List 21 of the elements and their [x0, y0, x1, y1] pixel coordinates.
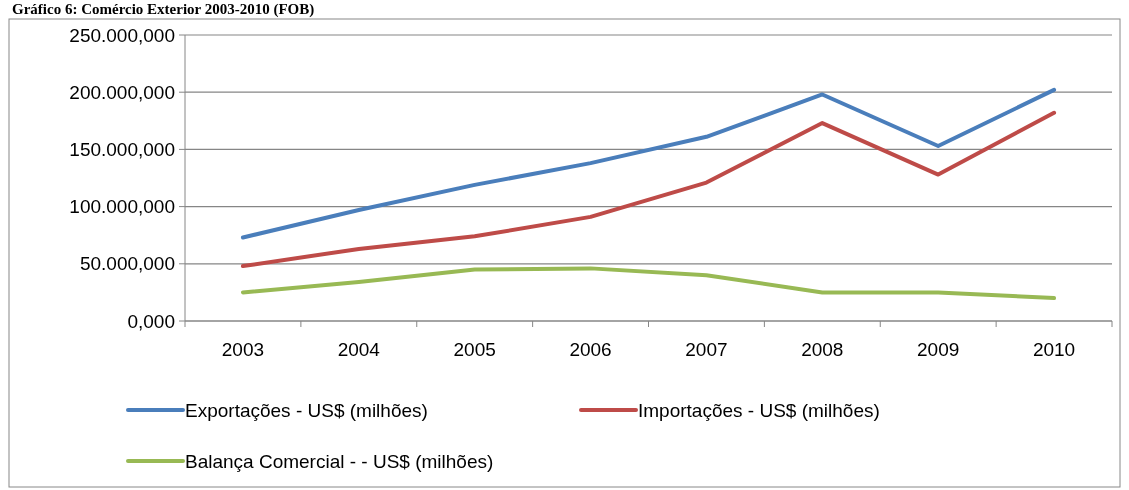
- y-tick-label: 0,000: [127, 310, 175, 332]
- x-tick-label: 2004: [337, 339, 381, 360]
- x-tick-label: 2003: [221, 339, 265, 360]
- line-series: [240, 266, 1057, 301]
- y-tick-label: 250.000,000: [69, 24, 175, 46]
- x-tick-label: 2007: [685, 339, 728, 360]
- chart-title: Gráfico 6: Comércio Exterior 2003-2010 (FOB): [12, 1, 315, 18]
- y-tick-label: 200.000,000: [69, 81, 175, 103]
- y-tick-label: 100.000,000: [69, 196, 175, 218]
- x-tick-label: 2009: [917, 339, 960, 360]
- x-tick-label: 2008: [801, 339, 844, 360]
- legend-label: Exportações - US$ (milhões): [185, 399, 428, 421]
- x-tick-label: 2010: [1032, 339, 1076, 360]
- legend-label: Importações - US$ (milhões): [638, 399, 880, 421]
- y-tick-label: 150.000,000: [69, 139, 175, 161]
- x-tick-label: 2006: [569, 339, 612, 360]
- y-tick-label: 50.000,000: [79, 253, 175, 275]
- legend-label: Balança Comercial - - US$ (milhões): [185, 450, 494, 472]
- line-series: [240, 110, 1057, 269]
- line-series: [240, 87, 1057, 240]
- x-tick-label: 2005: [453, 339, 496, 360]
